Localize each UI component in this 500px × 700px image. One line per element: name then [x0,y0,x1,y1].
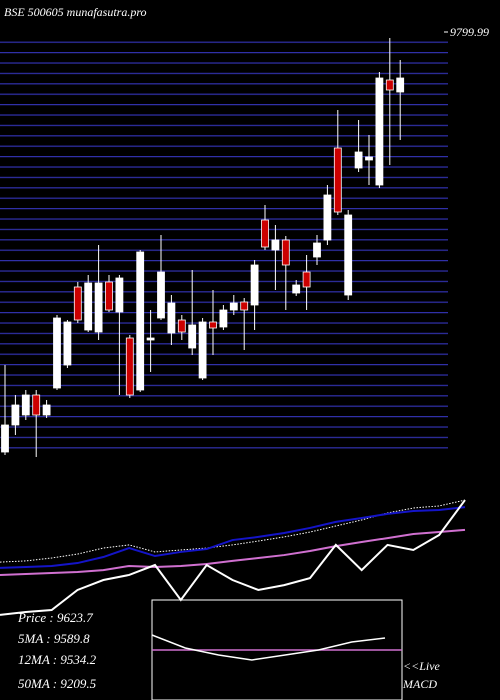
candle-body [188,324,197,349]
candle-body [281,239,290,266]
candle-body [94,282,103,333]
candle-body [240,301,249,311]
candle-body [354,151,363,169]
candle-body [396,77,405,93]
candle-body [1,424,9,453]
candle-body [375,77,384,186]
ma-line [0,499,466,616]
candle-body [198,321,207,379]
stat-label: Price : 9623.7 [17,610,93,625]
candle-body [105,281,113,311]
candle-body [323,194,332,241]
candle-body [292,284,301,294]
live-link[interactable]: <<Live [403,659,441,673]
candle-body [21,394,30,416]
candle-body [177,319,186,333]
stat-label: 12MA : 9534.2 [18,652,97,667]
candle-body [333,147,342,213]
candle-body [115,277,124,313]
candle-body [229,302,238,311]
grid [0,38,448,454]
candle-body [63,321,72,366]
stat-label: 5MA : 9589.8 [18,631,90,646]
ma-line [0,528,466,576]
candle-body [219,309,228,328]
candle-body [32,394,41,416]
candle-body [146,337,155,341]
candle-body [11,404,20,426]
chart-title: BSE 500605 munafasutra.pro [4,5,147,19]
candle-body [271,239,280,251]
macd-title: MACD [402,677,437,691]
candle-body [136,251,145,391]
stat-label: 50MA : 9209.5 [18,676,97,691]
candle-body [261,219,269,248]
candle-body [250,264,259,306]
ma-line [0,499,466,563]
candle-body [157,271,165,319]
candle-body [84,282,93,331]
ma-line [0,506,466,569]
candle-body [42,404,51,416]
candle-body [73,286,82,321]
candle-body [53,317,61,389]
candle-body [385,79,394,91]
candle-body [344,214,353,296]
candle-body [313,242,321,258]
candle-body [209,321,217,329]
candle-body [365,156,373,161]
y-tick-label: 9799.99 [450,25,489,39]
candle-body [302,271,311,288]
macd-line [151,634,386,661]
candle-body [125,337,134,396]
candle-body [167,302,176,334]
